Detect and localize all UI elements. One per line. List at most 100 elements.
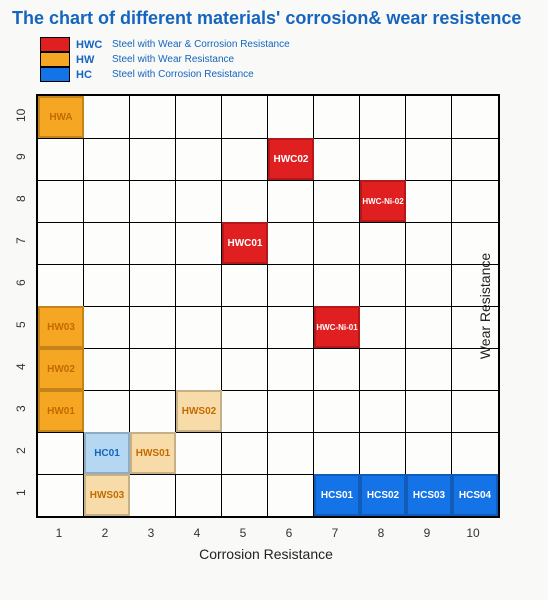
grid-cell (176, 138, 222, 180)
grid-cell (222, 432, 268, 474)
grid-cell (268, 180, 314, 222)
x-tick: 5 (220, 526, 266, 540)
grid-cell (360, 390, 406, 432)
chart-grid: HWAHWC02HWC-Ni-02HWC01HW03HWC-Ni-01HW02H… (36, 94, 500, 518)
grid-cell (222, 180, 268, 222)
y-tick: 5 (14, 304, 28, 346)
grid-cell (406, 138, 452, 180)
grid-cell (222, 96, 268, 138)
grid-cell (452, 138, 498, 180)
data-point: HCS02 (360, 474, 406, 516)
grid-cell (268, 348, 314, 390)
data-point: HW03 (38, 306, 84, 348)
data-point: HCS04 (452, 474, 498, 516)
grid-cell (268, 222, 314, 264)
grid-cell (130, 180, 176, 222)
grid-cell (314, 348, 360, 390)
grid-cell (222, 474, 268, 516)
grid-cell (360, 138, 406, 180)
grid-cell (406, 222, 452, 264)
legend-label: Steel with Wear Resistance (112, 54, 234, 65)
grid-cell (314, 390, 360, 432)
legend-swatch (40, 52, 70, 67)
grid-cell (268, 306, 314, 348)
data-point: HWA (38, 96, 84, 138)
grid-cell (268, 96, 314, 138)
grid-cell (84, 222, 130, 264)
grid-cell (406, 348, 452, 390)
grid-cell (84, 264, 130, 306)
grid-cell (314, 432, 360, 474)
grid-cell (84, 348, 130, 390)
grid-cell (176, 348, 222, 390)
data-point: HWC-Ni-01 (314, 306, 360, 348)
grid-cell (268, 474, 314, 516)
grid-cell (130, 348, 176, 390)
x-tick: 9 (404, 526, 450, 540)
data-point: HC01 (84, 432, 130, 474)
grid-cell (360, 264, 406, 306)
legend-code: HWC (76, 39, 106, 51)
grid-cell (222, 348, 268, 390)
grid-cell (176, 180, 222, 222)
data-point: HWC01 (222, 222, 268, 264)
grid-cell (314, 96, 360, 138)
grid-cell (130, 96, 176, 138)
grid-cell (360, 306, 406, 348)
grid-cell (406, 96, 452, 138)
y-tick: 8 (14, 178, 28, 220)
grid-cell (360, 432, 406, 474)
grid-cell (38, 474, 84, 516)
x-tick: 8 (358, 526, 404, 540)
grid-cell (452, 390, 498, 432)
grid-cell (268, 432, 314, 474)
grid-cell (406, 180, 452, 222)
legend-label: Steel with Corrosion Resistance (112, 69, 254, 80)
grid-cell (406, 390, 452, 432)
grid-cell (38, 264, 84, 306)
x-tick: 1 (36, 526, 82, 540)
grid-cell (38, 138, 84, 180)
grid-cell (406, 432, 452, 474)
grid-cell (222, 264, 268, 306)
grid-cell (38, 180, 84, 222)
grid-cell (84, 96, 130, 138)
y-tick: 10 (14, 94, 28, 136)
grid-cell (84, 390, 130, 432)
grid-cell (130, 390, 176, 432)
x-tick: 7 (312, 526, 358, 540)
legend: HWCSteel with Wear & Corrosion Resistanc… (0, 35, 548, 90)
grid-cell (176, 264, 222, 306)
grid-cell (314, 138, 360, 180)
data-point: HWC02 (268, 138, 314, 180)
grid-cell (222, 306, 268, 348)
data-point: HCS01 (314, 474, 360, 516)
y-tick: 3 (14, 388, 28, 430)
grid-cell (38, 432, 84, 474)
data-point: HWC-Ni-02 (360, 180, 406, 222)
grid-cell (314, 180, 360, 222)
data-point: HW02 (38, 348, 84, 390)
grid-cell (176, 474, 222, 516)
y-tick: 4 (14, 346, 28, 388)
y-axis-ticks: 10987654321 (14, 94, 28, 514)
chart-area: HWAHWC02HWC-Ni-02HWC01HW03HWC-Ni-01HW02H… (36, 94, 512, 518)
x-axis-ticks: 12345678910 (36, 526, 496, 540)
grid-cell (406, 306, 452, 348)
grid-cell (130, 138, 176, 180)
grid-cell (176, 306, 222, 348)
grid-cell (38, 222, 84, 264)
legend-row: HCSteel with Corrosion Resistance (40, 67, 548, 82)
grid-cell (84, 306, 130, 348)
grid-cell (268, 390, 314, 432)
y-tick: 7 (14, 220, 28, 262)
legend-code: HW (76, 54, 106, 66)
grid-cell (130, 474, 176, 516)
grid-cell (84, 180, 130, 222)
data-point: HW01 (38, 390, 84, 432)
x-tick: 6 (266, 526, 312, 540)
grid-cell (360, 222, 406, 264)
grid-cell (176, 432, 222, 474)
chart-title: The chart of different materials' corros… (0, 0, 548, 35)
legend-row: HW Steel with Wear Resistance (40, 52, 548, 67)
